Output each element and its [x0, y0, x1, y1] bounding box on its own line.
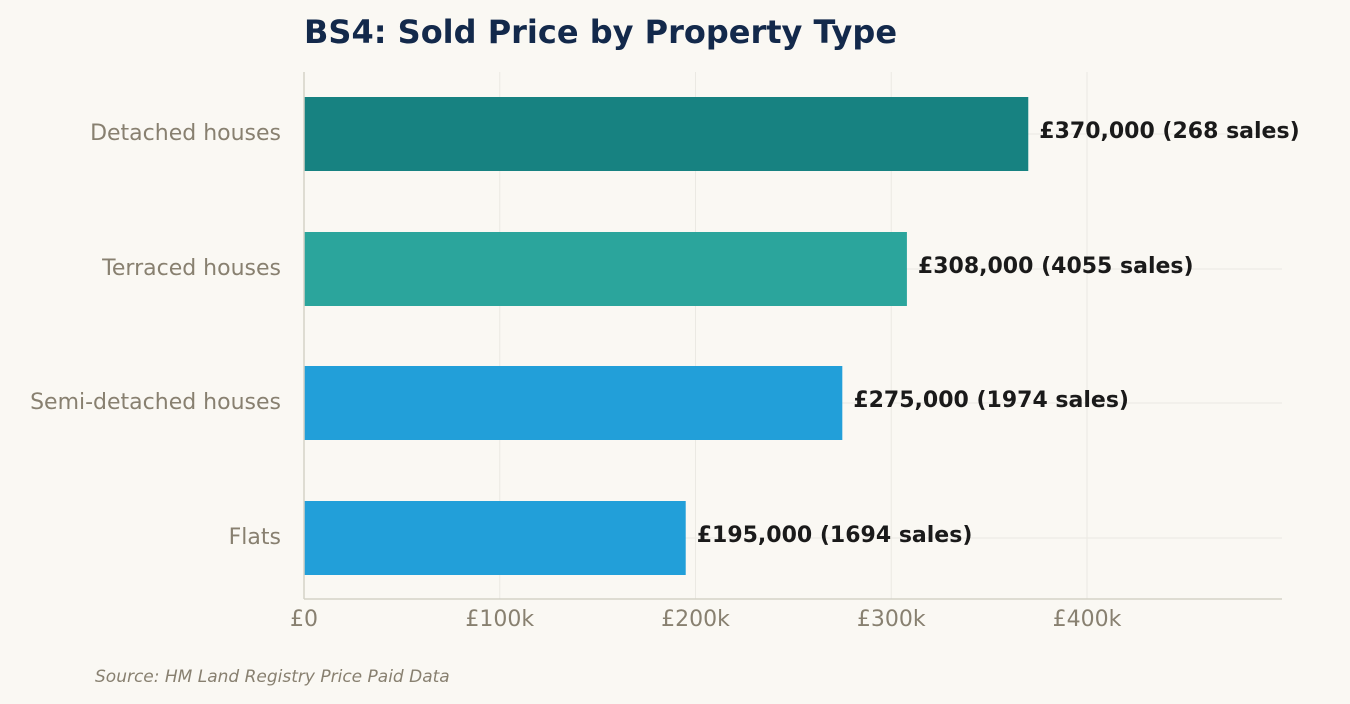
category-label: Flats [229, 525, 281, 550]
bar [304, 232, 907, 306]
x-tick-label: £400k [1053, 607, 1122, 632]
x-tick-label: £300k [857, 607, 926, 632]
x-tick-label: £200k [661, 607, 730, 632]
bar [304, 366, 843, 440]
axes [303, 72, 1282, 600]
x-tick-label: £100k [465, 607, 534, 632]
source-note: Source: HM Land Registry Price Paid Data [95, 667, 450, 687]
category-label: Detached houses [90, 121, 281, 146]
x-tick-label: £0 [290, 607, 318, 632]
category-label: Semi-detached houses [30, 390, 281, 415]
chart-title: BS4: Sold Price by Property Type [304, 13, 897, 51]
bar-value-label: £370,000 (268 sales) [1039, 119, 1299, 144]
bar-value-label: £308,000 (4055 sales) [918, 254, 1194, 279]
bar-value-label: £195,000 (1694 sales) [697, 523, 973, 548]
bars [304, 97, 1029, 575]
category-label: Terraced houses [101, 256, 281, 281]
bar [304, 97, 1029, 171]
bar [304, 501, 686, 575]
labels: £370,000 (268 sales) Detached houses £308,… [30, 119, 1300, 632]
bar-value-label: £275,000 (1974 sales) [853, 388, 1129, 413]
